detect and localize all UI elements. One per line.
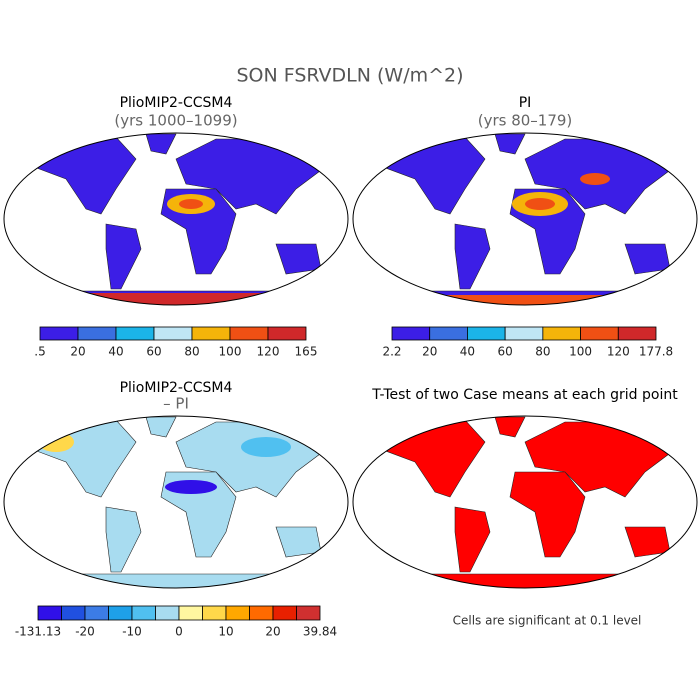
colorbar-label: 60 [146, 345, 161, 359]
map-outline [3, 415, 349, 589]
panel-subtitle: (yrs 80–179) [478, 112, 573, 130]
colorbar-label: 10 [218, 625, 233, 639]
colorbar-box [178, 605, 203, 621]
colorbar-label: 40 [108, 345, 123, 359]
colorbar-box [191, 326, 231, 341]
note: Cells are significant at 0.1 level [453, 614, 642, 628]
colorbar-box [202, 605, 227, 621]
colorbar-box [225, 605, 250, 621]
colorbar-label: 20 [422, 345, 437, 359]
colorbar-label: .5 [34, 345, 45, 359]
colorbar-label: 0 [175, 625, 183, 639]
panel-title: T-Test of two Case means at each grid po… [371, 387, 678, 403]
colorbar-box [115, 326, 155, 341]
colorbar-box [155, 605, 180, 621]
colorbar-box [37, 605, 62, 621]
panel-title: PI [519, 95, 532, 111]
colorbar-label: 177.8 [639, 345, 673, 359]
colorbar-label: 120 [257, 345, 280, 359]
colorbar-box [229, 326, 269, 341]
colorbar-label: 20 [70, 345, 85, 359]
map [374, 133, 686, 305]
map [25, 416, 337, 588]
colorbar-label: -131.13 [15, 625, 61, 639]
colorbar-label: 20 [265, 625, 280, 639]
colorbar-box [504, 326, 544, 341]
colorbar-box [61, 605, 86, 621]
panel-title: PlioMIP2-CCSM4 [120, 380, 233, 396]
panel-title: PlioMIP2-CCSM4 [120, 95, 233, 111]
colorbar-label: 120 [607, 345, 630, 359]
colorbar-label: 80 [535, 345, 550, 359]
colorbar-label: 165 [295, 345, 318, 359]
colorbar-box [77, 326, 117, 341]
colorbar-label: 100 [569, 345, 592, 359]
colorbar-box [249, 605, 274, 621]
colorbar-label: 2.2 [382, 345, 401, 359]
colorbar-box [467, 326, 506, 341]
figure-title: SON FSRVDLN (W/m^2) [236, 65, 463, 87]
map-outline [3, 132, 349, 306]
panel-subtitle: (yrs 1000–1099) [114, 112, 237, 130]
map-outline [352, 132, 698, 306]
colorbar-box [84, 605, 109, 621]
colorbar-box [131, 605, 156, 621]
map [25, 133, 337, 305]
colorbar-box [39, 326, 79, 341]
colorbar-label: -10 [122, 625, 142, 639]
colorbar-label: 40 [460, 345, 475, 359]
map [374, 416, 686, 588]
colorbar-label: 80 [184, 345, 199, 359]
colorbar-label: 60 [498, 345, 513, 359]
colorbar-box [542, 326, 581, 341]
colorbar-box [153, 326, 193, 341]
colorbar-box [272, 605, 297, 621]
colorbar-label: -20 [75, 625, 95, 639]
colorbar-box [296, 605, 321, 621]
colorbar-label: 39.84 [303, 625, 337, 639]
colorbar-box [108, 605, 133, 621]
map-outline [352, 415, 698, 589]
panel-subtitle: – PI [163, 395, 189, 413]
colorbar-box [267, 326, 307, 341]
colorbar-box [580, 326, 619, 341]
colorbar-label: 100 [219, 345, 242, 359]
colorbar-box [391, 326, 431, 341]
colorbar-box [429, 326, 468, 341]
colorbar-box [617, 326, 657, 341]
